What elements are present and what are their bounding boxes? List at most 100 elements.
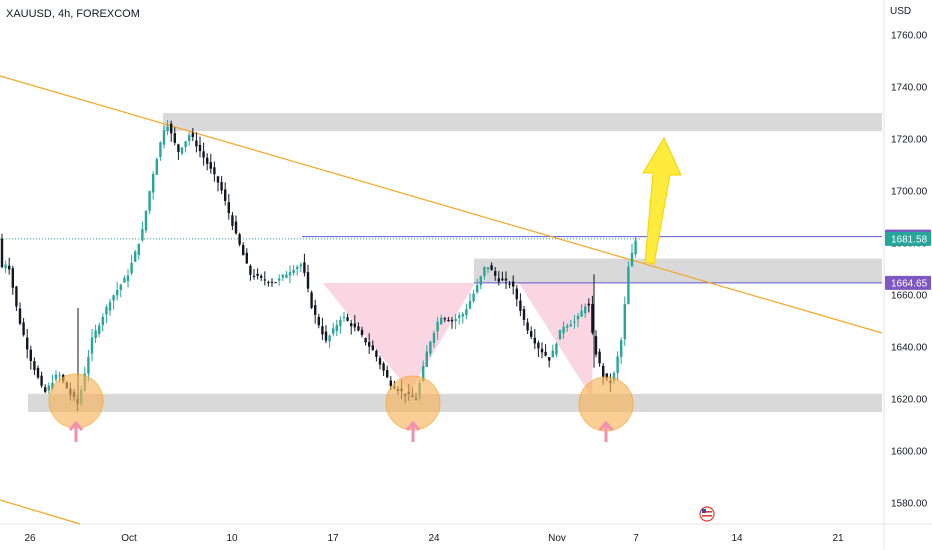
candle-body (569, 324, 572, 327)
candle-body (562, 326, 565, 334)
candle-body (623, 304, 626, 340)
candle-body (512, 281, 515, 287)
symbol-label: XAUUSD, 4h, FOREXCOM (6, 8, 140, 20)
candle-body (227, 202, 230, 214)
candle-body (634, 240, 637, 255)
candle-body (155, 159, 158, 175)
candle-body (0, 238, 4, 268)
candle-body (213, 167, 216, 175)
candle-body (314, 305, 317, 315)
candle-body (137, 243, 140, 255)
candle-body (206, 157, 209, 164)
candle-body (126, 275, 130, 282)
candle-body (620, 340, 623, 357)
candle-body (612, 373, 616, 382)
up-arrow-head-3 (598, 420, 614, 431)
candle-body (490, 265, 493, 271)
low-circle-1 (48, 373, 104, 429)
candle-body (465, 309, 468, 316)
candle-body (270, 281, 274, 283)
candle-body (87, 356, 90, 374)
candle-body (332, 328, 335, 334)
candle-body (548, 357, 551, 361)
candle-body (324, 331, 328, 341)
candle-body (173, 133, 176, 143)
time-tick: 10 (226, 533, 238, 544)
candle-body (458, 315, 461, 318)
candle-body (288, 272, 292, 276)
candle-body (429, 341, 432, 354)
candle-body (422, 366, 425, 382)
candle-body (501, 278, 504, 281)
candle-body (364, 337, 367, 343)
candle-body (450, 319, 454, 322)
candle-body (573, 321, 576, 323)
candle-body (152, 173, 155, 193)
candle-body (360, 329, 364, 336)
candle-body (389, 380, 392, 386)
candle-body (526, 322, 529, 331)
price-badge-text: 1681.58 (891, 234, 928, 245)
event-flag-stripe (702, 511, 712, 513)
time-tick: 26 (24, 533, 36, 544)
candle-body (40, 375, 43, 386)
candle-body (544, 351, 547, 356)
candle-body (461, 314, 464, 317)
candle-body (101, 316, 104, 326)
price-tick: 1580.00 (891, 499, 928, 510)
candle-body (368, 342, 371, 347)
candle-body (44, 387, 47, 392)
candle-body (15, 286, 18, 307)
price-badge-text: 1664.65 (891, 278, 928, 289)
candle-body (508, 283, 511, 285)
candle-body (335, 324, 338, 331)
candle-body (144, 210, 148, 231)
projection-arrow (642, 136, 682, 265)
pattern-triangle-1 (323, 283, 475, 392)
time-tick: 17 (327, 533, 339, 544)
candle-body (224, 189, 227, 201)
candle-body (378, 357, 382, 365)
price-tick: 1660.00 (891, 291, 928, 302)
candle-body (321, 326, 324, 335)
candle-body (558, 329, 562, 340)
candle-body (375, 350, 378, 358)
candle-body (328, 335, 331, 342)
price-tick: 1740.00 (891, 83, 928, 94)
resistance-zone (163, 113, 882, 132)
candle-body (180, 147, 184, 154)
candle-body (436, 321, 439, 332)
candle-body (476, 285, 479, 293)
candle-body (350, 323, 353, 327)
currency-label: USD (890, 6, 912, 17)
candle-body (58, 375, 61, 377)
candle-body (148, 191, 151, 211)
candle-body (306, 272, 310, 289)
candle-body (112, 295, 115, 301)
candle-body (447, 319, 450, 321)
candle-body (123, 277, 126, 283)
candle-body (216, 176, 220, 183)
candle-body (454, 318, 457, 322)
price-tick: 1700.00 (891, 187, 928, 198)
candle-body (22, 322, 25, 335)
candle-body (209, 162, 212, 169)
candle-body (497, 278, 500, 282)
candle-body (252, 275, 256, 277)
candle-body (184, 141, 187, 147)
candle-body (540, 348, 544, 353)
candle-body (580, 310, 583, 317)
candle-body (195, 140, 198, 147)
candle-body (519, 300, 522, 311)
candle-body (468, 301, 472, 309)
candle-body (134, 251, 137, 262)
candle-body (630, 252, 634, 266)
lower-trendline (0, 499, 81, 525)
candle-body (274, 282, 277, 284)
candle-body (11, 268, 14, 288)
candle-body (119, 284, 122, 290)
candle-body (440, 317, 443, 325)
breakout-zone (474, 258, 882, 283)
candle-body (555, 343, 558, 355)
